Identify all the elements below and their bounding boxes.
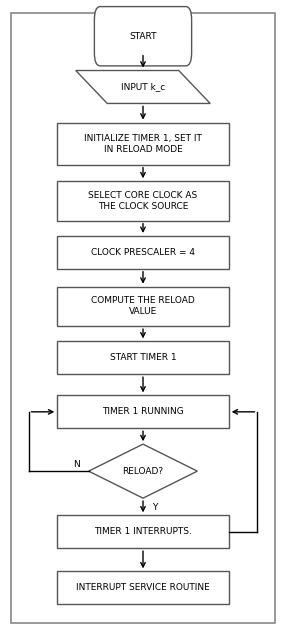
Text: INITIALIZE TIMER 1, SET IT
IN RELOAD MODE: INITIALIZE TIMER 1, SET IT IN RELOAD MOD…: [84, 133, 202, 154]
Text: N: N: [73, 460, 80, 469]
Text: SELECT CORE CLOCK AS
THE CLOCK SOURCE: SELECT CORE CLOCK AS THE CLOCK SOURCE: [88, 191, 198, 211]
Bar: [57, 236, 229, 269]
Text: COMPUTE THE RELOAD
VALUE: COMPUTE THE RELOAD VALUE: [91, 296, 195, 317]
Bar: [57, 515, 229, 548]
Bar: [57, 287, 229, 326]
Text: START TIMER 1: START TIMER 1: [110, 353, 176, 362]
Text: START: START: [129, 32, 157, 41]
Polygon shape: [76, 71, 210, 103]
Text: Y: Y: [152, 503, 157, 513]
Text: INTERRUPT SERVICE ROUTINE: INTERRUPT SERVICE ROUTINE: [76, 583, 210, 592]
Text: CLOCK PRESCALER = 4: CLOCK PRESCALER = 4: [91, 248, 195, 257]
Bar: [57, 181, 229, 221]
Bar: [57, 396, 229, 428]
Text: TIMER 1 INTERRUPTS.: TIMER 1 INTERRUPTS.: [94, 527, 192, 536]
Bar: [57, 572, 229, 604]
Text: RELOAD?: RELOAD?: [122, 466, 164, 476]
Bar: [57, 341, 229, 374]
FancyBboxPatch shape: [94, 7, 192, 66]
Text: INPUT k_c: INPUT k_c: [121, 83, 165, 91]
Bar: [57, 123, 229, 165]
Polygon shape: [89, 444, 197, 498]
Text: TIMER 1 RUNNING: TIMER 1 RUNNING: [102, 408, 184, 416]
